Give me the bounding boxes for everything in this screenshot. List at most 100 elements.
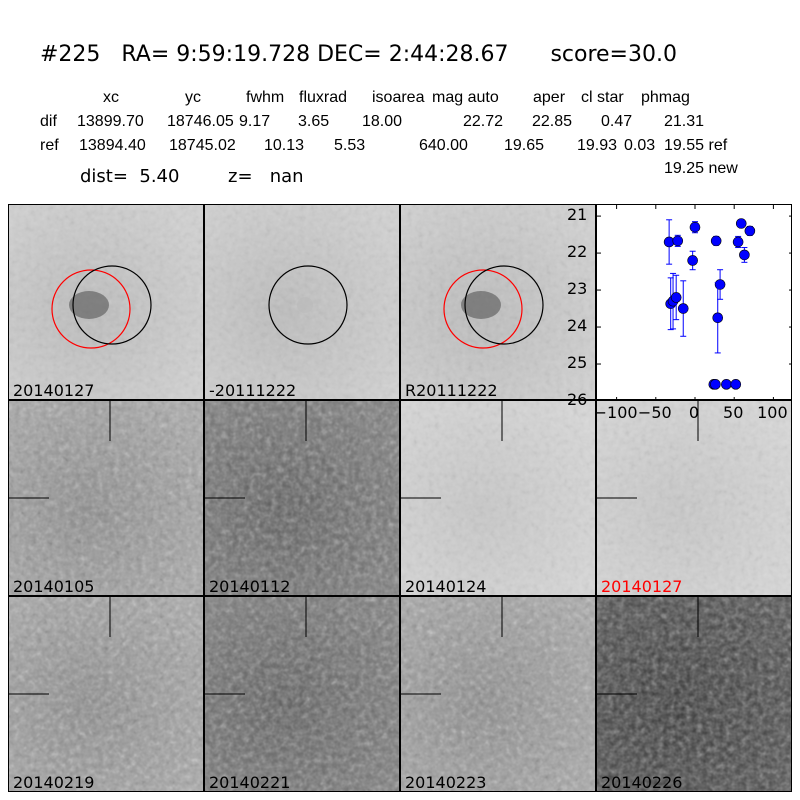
x-tick-label: 50 — [723, 403, 744, 422]
data-point — [744, 225, 756, 237]
data-point — [689, 221, 701, 233]
cutout-image — [401, 597, 595, 791]
dif-value: 3.65 — [298, 113, 330, 130]
ref-value: 5.53 — [334, 137, 366, 154]
x-tick-label: 100 — [757, 403, 788, 422]
cutout-image — [9, 597, 203, 791]
column-header: xc — [103, 89, 119, 106]
cutout-image — [205, 205, 399, 399]
data-point — [687, 255, 698, 266]
data-point — [735, 218, 747, 229]
y-tick-label: 25 — [567, 353, 588, 373]
red-aperture-circle — [443, 269, 523, 349]
source-blob — [69, 291, 109, 319]
panel-date-label: 20140127 — [13, 381, 95, 400]
ref-value: 19.65 — [504, 137, 545, 154]
cutout-panel: 20140219 — [8, 596, 204, 792]
candidate-title: #225 RA= 9:59:19.728 DEC= 2:44:28.67 sco… — [40, 42, 677, 67]
cutout-panel: 20140221 — [204, 596, 400, 792]
new-mag: 19.25 new — [664, 160, 738, 177]
panel-date-label: 20140221 — [209, 773, 291, 792]
column-header: aper — [533, 89, 566, 106]
cutout-panel: 20140112 — [204, 400, 400, 596]
dif-value: 21.31 — [664, 113, 705, 130]
plot-area — [597, 205, 791, 399]
cutout-panel: R20111222 — [400, 204, 596, 400]
column-header: fluxrad — [299, 89, 348, 106]
cutout-panel: -20111222 — [204, 204, 400, 400]
y-tick-label: 22 — [567, 242, 588, 262]
panel-date-label: -20111222 — [209, 381, 297, 400]
cutout-image — [401, 205, 595, 399]
column-header: phmag — [641, 89, 690, 106]
panel-date-label: 20140223 — [405, 773, 487, 792]
ref-value: 640.00 — [419, 137, 468, 154]
panel-date-label: 20140112 — [209, 577, 291, 596]
dif-row-label: dif — [40, 113, 57, 130]
panel-date-label: R20111222 — [405, 381, 498, 400]
panel-date-label: 20140226 — [601, 773, 683, 792]
red-aperture-circle — [51, 269, 131, 349]
panel-date-label: 20140105 — [13, 577, 95, 596]
panel-date-label: 20140219 — [13, 773, 95, 792]
column-header: yc — [185, 89, 201, 106]
data-point — [670, 292, 682, 303]
ref-value: 13894.40 — [79, 137, 146, 154]
cutout-image — [9, 205, 203, 399]
cutout-panel: 20140105 — [8, 400, 204, 596]
data-point — [712, 312, 724, 324]
data-point — [677, 303, 689, 314]
cutout-image — [401, 401, 595, 595]
panel-date-label: 20140127 — [601, 577, 683, 596]
cutout-image — [9, 401, 203, 595]
dif-value: 18746.05 — [167, 113, 234, 130]
ref-value: 19.93 — [577, 137, 618, 154]
x-tick-label: 0 — [688, 403, 700, 422]
ref-value: 0.03 — [624, 137, 656, 154]
z-value: z= nan — [228, 166, 304, 187]
cutout-image — [597, 401, 791, 595]
source-blob — [461, 291, 501, 319]
source-blob — [297, 297, 313, 313]
y-tick-label: 24 — [567, 316, 588, 336]
black-aperture-circle — [268, 265, 348, 345]
ref-value: 10.13 — [264, 137, 305, 154]
y-tick-label: 26 — [567, 390, 588, 409]
cutout-panel: 20140127 — [596, 400, 792, 596]
column-header: mag auto — [432, 89, 499, 106]
data-point — [732, 236, 744, 248]
ref-value: 19.55 ref — [664, 137, 728, 154]
panel-date-label: 20140124 — [405, 577, 487, 596]
dif-value: 18.00 — [362, 113, 403, 130]
data-point — [721, 379, 732, 390]
dif-value: 13899.70 — [77, 113, 144, 130]
black-aperture-circle — [72, 265, 152, 345]
cutout-image — [597, 597, 791, 791]
dif-value: 22.85 — [532, 113, 573, 130]
data-point — [710, 235, 722, 247]
y-tick-label: 21 — [567, 205, 588, 225]
ref-row-label: ref — [40, 137, 59, 154]
cutout-image — [205, 401, 399, 595]
cutout-panel: 20140124 — [400, 400, 596, 596]
y-tick-label: 23 — [567, 279, 588, 299]
column-header: isoarea — [372, 89, 425, 106]
data-point — [714, 279, 726, 290]
dist-value: dist= 5.40 — [80, 166, 180, 187]
data-point — [739, 249, 750, 261]
cutout-panel: 20140127 — [8, 204, 204, 400]
dif-value: 9.17 — [239, 113, 271, 130]
cutout-panel: 20140226 — [596, 596, 792, 792]
dif-value: 0.47 — [601, 113, 633, 130]
column-header: cl star — [581, 89, 624, 106]
column-header: fwhm — [246, 89, 285, 106]
cutout-image — [205, 597, 399, 791]
cutout-panel: 20140223 — [400, 596, 596, 792]
data-point — [710, 379, 721, 390]
data-point — [730, 379, 742, 390]
dif-value: 22.72 — [463, 113, 504, 130]
ref-value: 18745.02 — [169, 137, 236, 154]
lightcurve-plot — [596, 204, 792, 400]
x-tick-label: −100 — [593, 403, 638, 422]
